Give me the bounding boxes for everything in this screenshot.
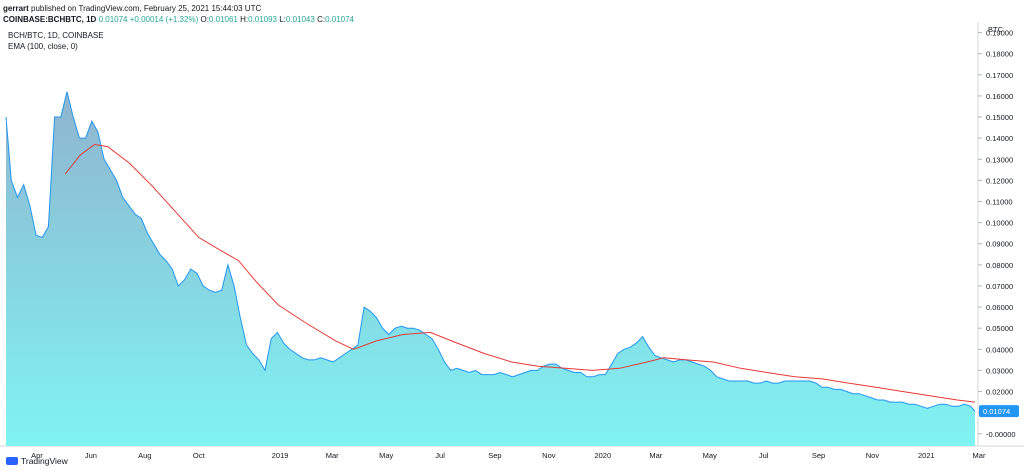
change-value: +0.00014 (+1.32%) [129, 15, 199, 24]
y-tick-label: 0.12000 [986, 176, 1013, 185]
chart-header: gerrart published on TradingView.com, Fe… [3, 3, 354, 25]
y-tick-label: 0.03000 [986, 366, 1013, 375]
close-label: C: [317, 15, 326, 24]
high-value: 0.01093 [248, 15, 277, 24]
y-tick-label: 0.06000 [986, 303, 1013, 312]
price-line [5, 91, 976, 412]
x-tick-label: Nov [542, 451, 556, 460]
published-text: published on TradingView.com, February 2… [31, 4, 262, 13]
open-label: O: [200, 15, 209, 24]
chart-legend: BCH/BTC, 1D, COINBASE EMA (100, close, 0… [8, 30, 104, 52]
y-tick-label: 0.17000 [986, 71, 1013, 80]
y-tick-label: 0.02000 [986, 388, 1013, 397]
y-tick-label: 0.18000 [986, 50, 1013, 59]
high-label: H: [240, 15, 249, 24]
y-tick-label: 0.13000 [986, 155, 1013, 164]
low-value: 0.01043 [285, 15, 315, 24]
y-tick-label: 0.05000 [986, 324, 1013, 333]
x-tick-label: Sep [812, 451, 825, 460]
y-tick-label: 0.09000 [986, 240, 1013, 249]
y-tick-label: 0.16000 [986, 92, 1013, 101]
x-tick-label: May [703, 451, 717, 460]
open-value: 0.01061 [208, 15, 238, 24]
ema-line [64, 143, 976, 403]
y-tick-label: 0.04000 [986, 345, 1013, 354]
symbol-label: COINBASE:BCHBTC, 1D [3, 15, 97, 24]
x-tick-label: Aug [138, 451, 151, 460]
y-tick-label: 0.15000 [986, 113, 1013, 122]
x-tick-label: Jul [759, 451, 769, 460]
x-tick-label: May [379, 451, 393, 460]
x-tick-label: Jun [85, 451, 97, 460]
close-value: 0.01074 [325, 15, 354, 24]
legend-title: BCH/BTC, 1D, COINBASE [8, 31, 104, 40]
x-tick-label: Mar [649, 451, 662, 460]
last-price-label: 0.01074 [983, 407, 1010, 416]
footer-brand[interactable]: TradingView [6, 456, 68, 466]
y-tick-label: 0.11000 [986, 197, 1013, 206]
y-tick-label: 0.08000 [986, 261, 1013, 270]
price-area [6, 91, 975, 446]
low-label: L: [279, 15, 286, 24]
tradingview-logo-icon [6, 457, 18, 465]
y-tick-label: 0.14000 [986, 134, 1013, 143]
x-tick-label: Oct [193, 451, 206, 460]
y-tick-label: 0.10000 [986, 219, 1013, 228]
x-tick-label: 2020 [594, 451, 611, 460]
author-name[interactable]: gerrart [3, 4, 29, 13]
y-tick-label: -0.00000 [986, 430, 1016, 439]
y-tick-label: 0.07000 [986, 282, 1013, 291]
last-value: 0.01074 [98, 15, 128, 24]
x-tick-label: 2019 [272, 451, 289, 460]
legend-indicator: EMA (100, close, 0) [8, 42, 78, 51]
y-tick-label: 0.19000 [986, 29, 1013, 38]
x-tick-label: Nov [866, 451, 880, 460]
x-tick-label: Mar [326, 451, 339, 460]
x-tick-label: 2021 [918, 451, 935, 460]
x-tick-label: Mar [973, 451, 986, 460]
brand-label: TradingView [21, 456, 68, 466]
unit-label: BTC [988, 25, 1004, 34]
x-tick-label: Apr [31, 451, 43, 460]
x-tick-label: Sep [488, 451, 501, 460]
x-tick-label: Jul [435, 451, 445, 460]
last-price-badge [979, 405, 1019, 418]
